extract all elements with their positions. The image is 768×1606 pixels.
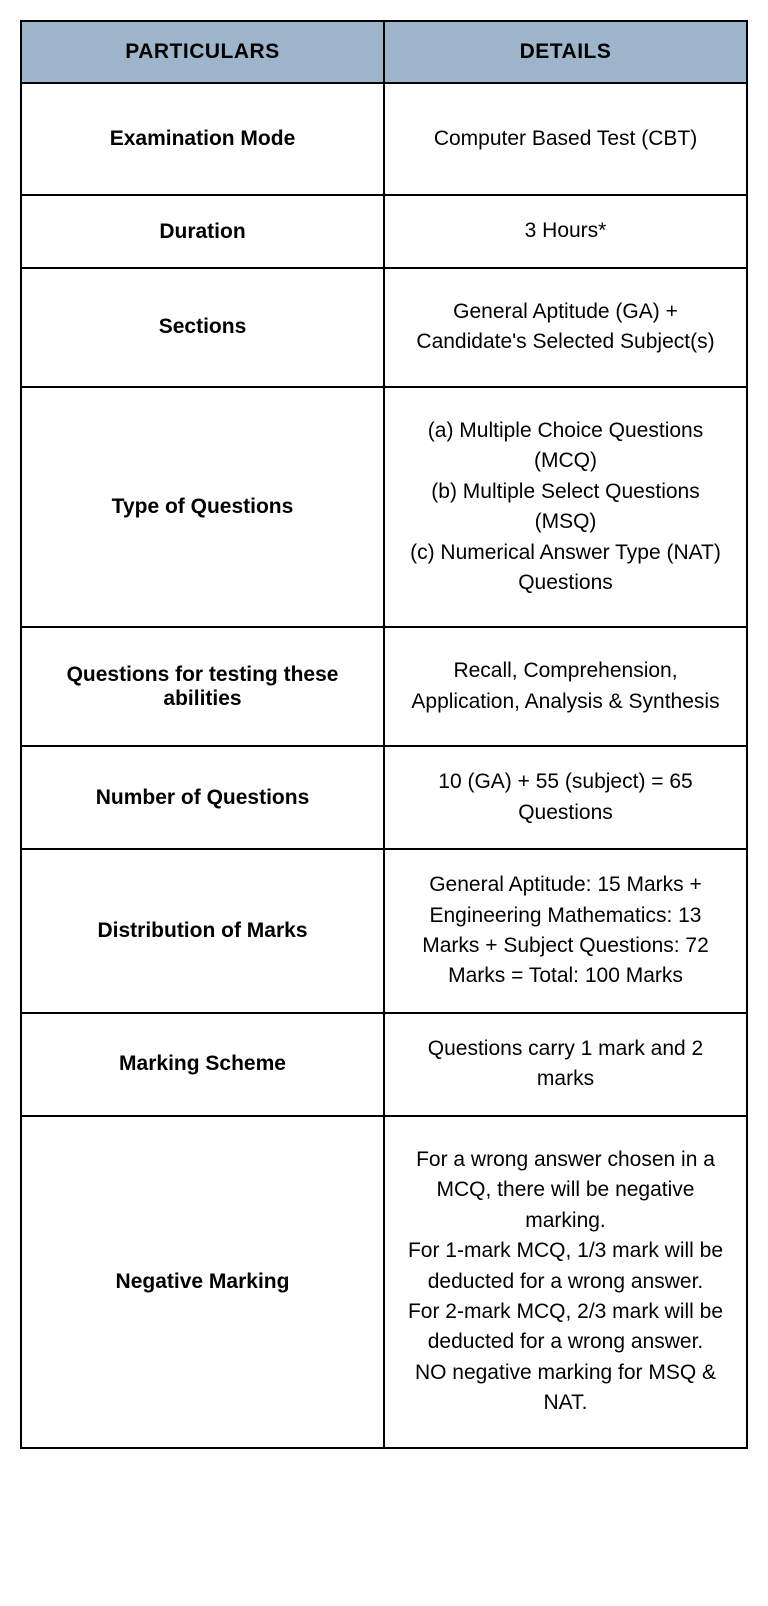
row-value: 3 Hours* xyxy=(384,195,747,267)
table-row: Examination ModeComputer Based Test (CBT… xyxy=(21,83,747,195)
row-label: Negative Marking xyxy=(21,1116,384,1448)
table-row: Questions for testing these abilitiesRec… xyxy=(21,627,747,746)
table-header-row: PARTICULARS DETAILS xyxy=(21,21,747,83)
col-header-details: DETAILS xyxy=(384,21,747,83)
row-label: Number of Questions xyxy=(21,746,384,849)
row-label: Type of Questions xyxy=(21,387,384,628)
row-value: Computer Based Test (CBT) xyxy=(384,83,747,195)
table-row: Type of Questions(a) Multiple Choice Que… xyxy=(21,387,747,628)
table-body: Examination ModeComputer Based Test (CBT… xyxy=(21,83,747,1448)
row-value: General Aptitude (GA) + Candidate's Sele… xyxy=(384,268,747,387)
table-row: Duration3 Hours* xyxy=(21,195,747,267)
row-label: Distribution of Marks xyxy=(21,849,384,1013)
table-row: Number of Questions10 (GA) + 55 (subject… xyxy=(21,746,747,849)
table-row: Negative MarkingFor a wrong answer chose… xyxy=(21,1116,747,1448)
row-value: (a) Multiple Choice Questions (MCQ)(b) M… xyxy=(384,387,747,628)
row-value: For a wrong answer chosen in a MCQ, ther… xyxy=(384,1116,747,1448)
row-label: Examination Mode xyxy=(21,83,384,195)
row-value: 10 (GA) + 55 (subject) = 65 Questions xyxy=(384,746,747,849)
row-label: Duration xyxy=(21,195,384,267)
row-value: Recall, Comprehension, Application, Anal… xyxy=(384,627,747,746)
table-row: Distribution of MarksGeneral Aptitude: 1… xyxy=(21,849,747,1013)
col-header-particulars: PARTICULARS xyxy=(21,21,384,83)
row-value: General Aptitude: 15 Marks + Engineering… xyxy=(384,849,747,1013)
row-label: Marking Scheme xyxy=(21,1013,384,1116)
table-row: Marking SchemeQuestions carry 1 mark and… xyxy=(21,1013,747,1116)
row-value: Questions carry 1 mark and 2 marks xyxy=(384,1013,747,1116)
row-label: Sections xyxy=(21,268,384,387)
table-row: SectionsGeneral Aptitude (GA) + Candidat… xyxy=(21,268,747,387)
exam-details-table: PARTICULARS DETAILS Examination ModeComp… xyxy=(20,20,748,1449)
row-label: Questions for testing these abilities xyxy=(21,627,384,746)
